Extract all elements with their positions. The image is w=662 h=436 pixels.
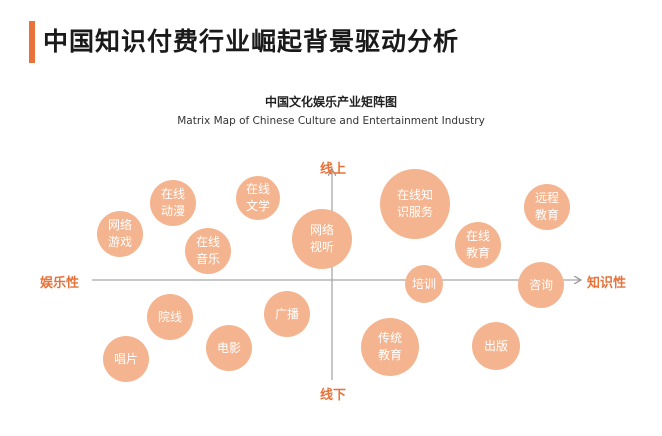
bubble-online-animation: 在线 动漫 — [150, 180, 196, 226]
bubble-online-literature: 在线 文学 — [236, 176, 280, 220]
bubble-remote-education: 远程 教育 — [524, 184, 570, 230]
diagram-title-en: Matrix Map of Chinese Culture and Entert… — [177, 115, 485, 127]
bubble-broadcast: 广播 — [264, 291, 310, 337]
bubble-consulting: 咨询 — [518, 262, 564, 308]
bubble-publishing: 出版 — [472, 322, 520, 370]
bubble-records: 唱片 — [103, 336, 149, 382]
bubble-theater: 院线 — [147, 294, 193, 340]
diagram-title-cn: 中国文化娱乐产业矩阵图 — [264, 95, 397, 109]
axis-label-bottom: 线下 — [320, 388, 347, 403]
bubble-traditional-education: 传统 教育 — [361, 318, 419, 376]
bubble-online-music: 在线 音乐 — [185, 228, 231, 274]
bubble-online-knowledge-service: 在线知 识服务 — [380, 169, 450, 239]
bubble-training: 培训 — [405, 265, 443, 303]
bubble-online-education: 在线 教育 — [455, 222, 501, 268]
bubble-online-game: 网络 游戏 — [97, 211, 143, 257]
title-accent-bar — [29, 21, 35, 63]
axis-label-right: 知识性 — [587, 276, 627, 291]
bubble-film: 电影 — [206, 325, 252, 371]
axis-label-left: 娱乐性 — [40, 276, 80, 291]
bubble-online-video: 网络 视听 — [292, 209, 352, 269]
page-title: 中国知识付费行业崛起背景驱动分析 — [43, 27, 460, 56]
axis-label-top: 线上 — [320, 162, 347, 177]
